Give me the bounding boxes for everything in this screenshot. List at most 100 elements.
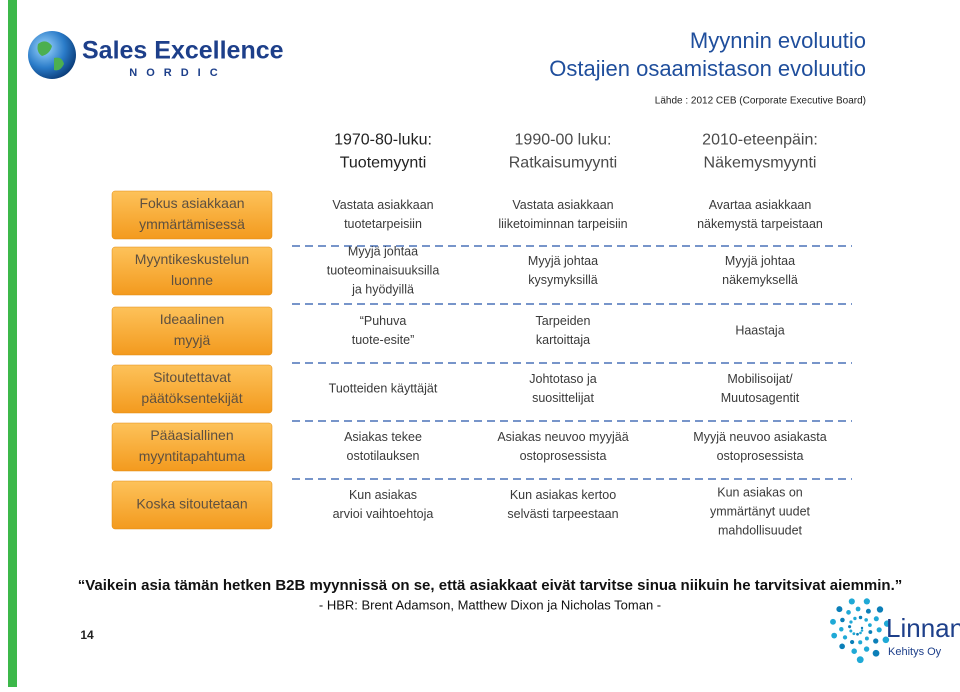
source: Lähde : 2012 CEB (Corporate Executive Bo… [655, 96, 866, 107]
cell-text: Johtotaso ja [529, 372, 596, 386]
cell-text: Kun asiakas on [717, 485, 803, 499]
logo-dot [863, 598, 870, 605]
logo-dot [859, 631, 862, 635]
logo-dot [851, 648, 857, 654]
row-label: Koska sitoutetaan [136, 496, 247, 512]
cell-text: näkemystä tarpeistaan [697, 217, 823, 231]
logo-dot [839, 627, 844, 632]
row-label-box [111, 364, 273, 414]
cell-text: Haastaja [735, 323, 784, 337]
logo-dot [856, 632, 859, 636]
title: Myynnin evoluutio [690, 28, 866, 53]
logo-dot [864, 618, 868, 622]
column-header: Tuotemyynti [340, 155, 427, 172]
logo-dot [873, 638, 879, 644]
row-label: Sitoutettavat [153, 369, 231, 385]
cell-text: arvioi vaihtoehtoja [333, 507, 434, 521]
logo: Sales Excellence NORDIC [28, 31, 284, 79]
row-label: Fokus asiakkaan [139, 195, 244, 211]
footer-logo-mark [830, 598, 891, 664]
row-label: luonne [171, 272, 213, 288]
logo-dot [852, 632, 856, 636]
cell-text: tuoteominaisuuksilla [327, 263, 440, 277]
cell-text: ostoprosessista [520, 449, 607, 463]
row-label: myyjä [174, 332, 211, 348]
logo-dot [849, 629, 853, 633]
cell-text: Myyjä neuvoo asiakasta [693, 430, 826, 444]
logo-dot [836, 606, 843, 613]
logo-dot [858, 640, 863, 645]
column-header: Näkemysmyynti [704, 155, 817, 172]
page-number: 14 [80, 628, 94, 642]
logo-dot [853, 616, 857, 621]
cell-text: selvästi tarpeestaan [507, 507, 618, 521]
logo-dot [876, 606, 884, 613]
cell-text: Myyjä johtaa [528, 254, 598, 268]
row-label-box [111, 246, 273, 296]
globe-land [37, 41, 64, 71]
logo-dot [864, 636, 869, 641]
footer-logo-sub: Kehitys Oy [888, 646, 942, 658]
row-label: päätöksentekijät [141, 390, 242, 406]
cell-text: näkemyksellä [722, 273, 798, 287]
cell-text: ja hyödyillä [351, 282, 414, 296]
logo-dot [858, 615, 863, 620]
side-bar [8, 0, 17, 687]
cell-text: Kun asiakas [349, 488, 417, 502]
column-header: 2010-eteenpäin: [702, 132, 818, 149]
logo-dot [863, 646, 870, 652]
attribution: - HBR: Brent Adamson, Matthew Dixon ja N… [319, 597, 661, 612]
cell-text: Tarpeiden [536, 314, 591, 328]
cell-text: Avartaa asiakkaan [709, 198, 812, 212]
cell-text: ostotilauksen [347, 449, 420, 463]
logo-dot [850, 639, 855, 645]
cell-text: suosittelijat [532, 391, 594, 405]
cell-text: kartoittaja [536, 333, 590, 347]
row-label-box [111, 422, 273, 472]
logo-dot [876, 627, 882, 633]
cell-text: Tuotteiden käyttäjät [329, 381, 438, 395]
cell-text: tuotetarpeisiin [344, 217, 422, 231]
cell-text: Myyjä johtaa [725, 254, 795, 268]
row-label: myyntitapahtuma [139, 448, 246, 464]
cell-text: Mobilisoijat/ [727, 372, 793, 386]
logo-dot [868, 630, 873, 634]
logo-dot [830, 618, 836, 625]
logo-dot [860, 629, 864, 632]
column-header: 1970-80-luku: [334, 132, 432, 149]
cell-text: ymmärtänyt uudet [710, 504, 811, 518]
column-header: Ratkaisumyynti [509, 155, 617, 172]
row-label-box [111, 190, 273, 240]
logo-dot [831, 632, 838, 639]
logo-dot [856, 656, 864, 664]
logo-dot [842, 635, 848, 640]
logo-dot [865, 608, 871, 614]
logo-dot [846, 610, 851, 615]
cell-text: Vastata asiakkaan [512, 198, 613, 212]
row-label: ymmärtämisessä [139, 216, 245, 232]
cell-text: ostoprosessista [717, 449, 804, 463]
cell-text: tuote-esite” [352, 333, 415, 347]
logo-dot [839, 643, 845, 650]
cell-text: kysymyksillä [528, 273, 597, 287]
cell-text: “Puhuva [360, 314, 407, 328]
cell-text: Muutosagentit [721, 391, 800, 405]
footer-logo-name: Linnan [886, 613, 960, 643]
cell-text: Vastata asiakkaan [332, 198, 433, 212]
logo-dot [855, 606, 861, 612]
cell-text: Asiakas tekee [344, 430, 422, 444]
row-label: Ideaalinen [160, 311, 225, 327]
logo-dot [873, 616, 879, 622]
cell-text: Asiakas neuvoo myyjää [497, 430, 628, 444]
cell-text: Myyjä johtaa [348, 244, 418, 258]
logo-dot [882, 636, 890, 644]
logo-dot [883, 620, 891, 627]
logo-dot [872, 649, 880, 657]
logo-dot [848, 598, 855, 605]
row-label: Pääasiallinen [150, 427, 233, 443]
logo-name: Sales Excellence [82, 37, 284, 65]
cell-text: Kun asiakas kertoo [510, 488, 616, 502]
globe [28, 31, 76, 79]
row-label: Myyntikeskustelun [135, 251, 249, 267]
